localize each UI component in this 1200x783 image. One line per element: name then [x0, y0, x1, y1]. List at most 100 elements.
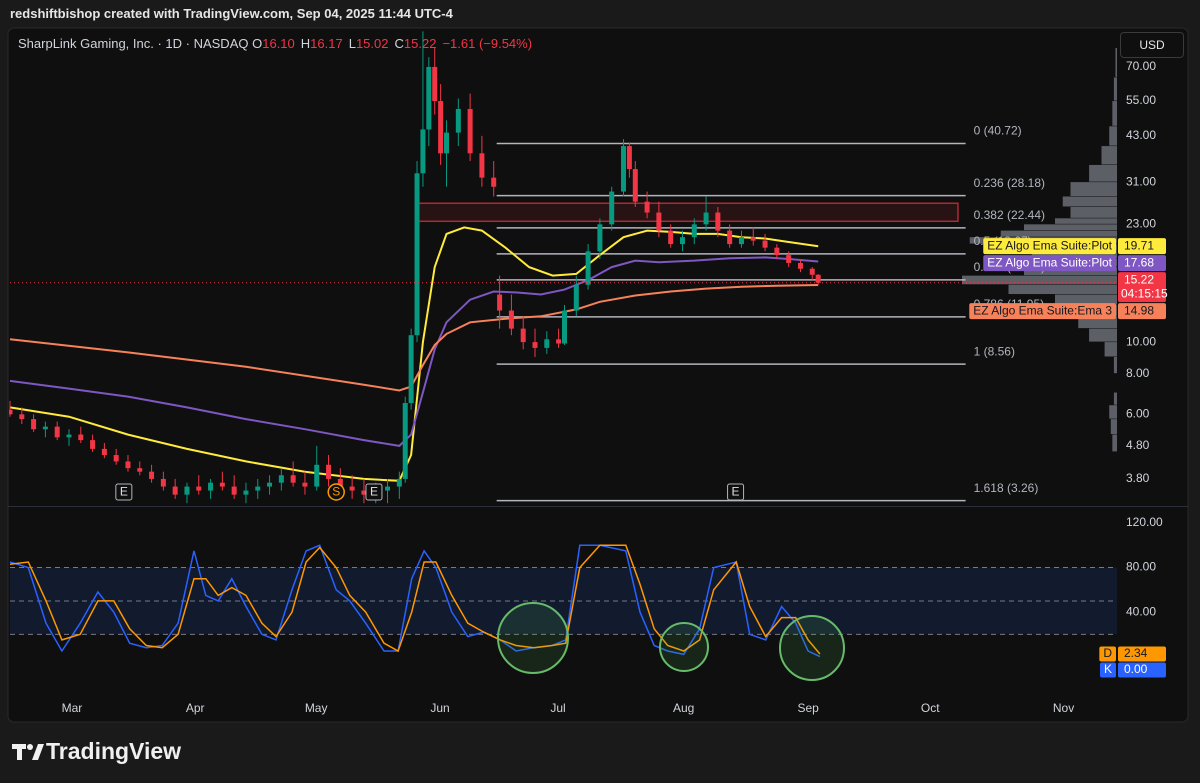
candle-body	[626, 146, 632, 170]
volume-profile-bar	[1089, 164, 1117, 182]
ema-line	[9, 256, 819, 447]
candle-body	[691, 224, 697, 238]
zone	[416, 202, 959, 223]
ohlc-value: 16.10	[262, 36, 295, 51]
fib-label: 1 (8.56)	[974, 344, 1015, 358]
fib-label: 1.618 (3.26)	[974, 481, 1039, 495]
logo-part	[17, 744, 22, 760]
candle-body	[544, 339, 550, 348]
volume-profile-bar	[1078, 316, 1117, 329]
volume-profile-bar	[962, 275, 1117, 285]
event-badge	[365, 483, 383, 501]
symbol-title: SharpLink Gaming, Inc. · 1D · NASDAQ	[18, 36, 249, 51]
currency-button[interactable]: USD	[1120, 32, 1184, 58]
watermark: TradingView	[46, 738, 182, 764]
candle-body	[396, 478, 402, 487]
tag-name-box	[983, 238, 1116, 255]
event-badge	[115, 483, 133, 501]
candle-body	[432, 66, 438, 102]
y-tick-label: 4.80	[1126, 438, 1150, 452]
stoch-line	[9, 544, 821, 655]
candle-body	[797, 262, 803, 269]
event-label: E	[732, 485, 740, 499]
candle-body	[703, 212, 709, 225]
candle-body	[314, 464, 320, 487]
x-tick-label: Nov	[1053, 701, 1074, 715]
volume-profile-bar	[1024, 224, 1117, 231]
chart-frame	[7, 27, 1189, 723]
volume-profile-bar	[1101, 146, 1117, 165]
x-tick-label: Sep	[797, 701, 819, 715]
candle-body	[426, 66, 432, 130]
candle-body	[420, 129, 426, 174]
logo-part	[27, 744, 33, 750]
x-tick-label: May	[305, 701, 328, 715]
candle-body	[160, 478, 166, 487]
candle-body	[620, 146, 626, 192]
fib-label: 0.382 (22.44)	[974, 208, 1045, 222]
candle-body	[520, 328, 526, 343]
candle-body	[644, 201, 650, 213]
candle-body	[679, 237, 685, 245]
candle-body	[597, 224, 603, 252]
ohlc-value: 16.17	[310, 36, 343, 51]
price-tag	[1118, 646, 1166, 662]
candle-body	[243, 490, 249, 495]
candle-body	[479, 153, 485, 178]
tag-name-box	[1099, 662, 1116, 678]
price-tag	[1118, 255, 1166, 272]
event-badge	[327, 483, 345, 501]
price-tag-value: 0.00	[1124, 662, 1148, 676]
volume-profile-bar	[1031, 251, 1117, 259]
tag-name: EZ Algo Ema Suite:Ema 3	[973, 303, 1112, 317]
candle-body	[66, 434, 72, 438]
volume-profile-bar	[1113, 392, 1117, 405]
volume-profile-bar	[1112, 101, 1117, 126]
price-tag-value: 14.98	[1124, 303, 1154, 317]
candle-body	[508, 310, 514, 329]
y-tick-label: 80.00	[1126, 560, 1156, 574]
candle-body	[184, 486, 190, 495]
price-tag-countdown: 04:15:15	[1121, 286, 1168, 300]
candle-body	[762, 240, 768, 248]
candle-body	[149, 471, 155, 479]
y-tick-label: 70.00	[1126, 59, 1156, 73]
candle-body	[255, 486, 261, 491]
ohlc-key: H	[300, 36, 311, 51]
y-tick-label: 120.00	[1126, 515, 1163, 529]
candle-body	[42, 426, 48, 430]
tag-name: K	[1104, 662, 1112, 676]
y-tick-label: 3.80	[1126, 471, 1150, 485]
volume-profile-bar	[1104, 342, 1117, 357]
candle-body	[609, 191, 615, 225]
fib-label: 0.236 (28.18)	[974, 176, 1045, 190]
x-tick-label: Apr	[186, 701, 205, 715]
volume-profile-bar	[1113, 357, 1117, 374]
candle-body	[231, 486, 237, 495]
candle-body	[497, 294, 503, 311]
volume-profile-bar	[1070, 206, 1117, 218]
candle-body	[9, 409, 13, 415]
fib-label: 0 (40.72)	[974, 124, 1022, 138]
y-tick-label: 40.00	[1126, 604, 1156, 618]
candle-body	[385, 486, 391, 491]
tag-name: D	[1103, 646, 1112, 660]
ohlc-key: L	[348, 36, 356, 51]
x-tick-label: Jun	[430, 701, 449, 715]
volume-profile-bar	[1115, 48, 1117, 77]
candle-body	[467, 108, 473, 154]
y-tick-label: 23.00	[1126, 217, 1156, 231]
volume-profile-bar	[1110, 419, 1117, 435]
price-tag-value: 2.34	[1124, 646, 1148, 660]
candle-body	[715, 212, 721, 231]
y-tick-label: 55.00	[1126, 93, 1156, 107]
candle-body	[196, 486, 202, 491]
candle-body	[326, 464, 332, 479]
candle-body	[78, 434, 84, 441]
candle-body	[361, 490, 367, 495]
annotation-circle	[659, 622, 709, 672]
event-label: E	[370, 485, 378, 499]
x-tick-label: Oct	[921, 701, 940, 715]
